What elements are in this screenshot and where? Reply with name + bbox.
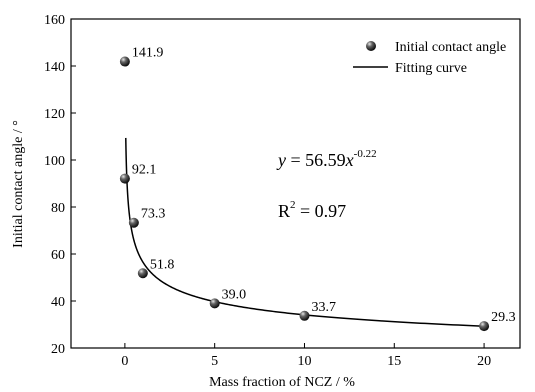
equation-annotation: y = 56.59x-0.22 <box>276 148 377 170</box>
legend-text-points: Initial contact angle <box>395 40 506 55</box>
legend-marker-icon <box>366 41 376 51</box>
y-tick-label: 120 <box>44 107 65 122</box>
y-axis-label: Initial contact angle / ° <box>11 120 26 248</box>
y-tick-label: 160 <box>44 13 65 28</box>
r-squared-annotation: R2 = 0.97 <box>278 199 346 221</box>
data-point <box>479 321 490 332</box>
data-label: 29.3 <box>491 310 515 325</box>
x-tick-label: 0 <box>121 354 128 369</box>
x-tick-label: 10 <box>297 354 311 369</box>
data-label: 51.8 <box>150 257 175 272</box>
data-labels-layer: 141.9 92.1 73.3 51.8 39.0 33.7 29.3 <box>132 46 516 326</box>
data-point <box>137 268 148 279</box>
points-layer <box>119 56 490 332</box>
data-point <box>119 56 130 67</box>
legend: Initial contact angle Fitting curve <box>353 40 506 76</box>
data-point <box>119 173 130 184</box>
data-label: 141.9 <box>132 46 164 61</box>
data-label: 33.7 <box>311 300 336 315</box>
y-tick-label: 40 <box>51 295 65 310</box>
x-tick-label: 5 <box>211 354 218 369</box>
y-tick-label: 60 <box>51 248 65 263</box>
plot-frame <box>70 18 521 349</box>
axes <box>70 18 521 349</box>
data-point <box>299 310 310 321</box>
data-label: 92.1 <box>132 163 157 178</box>
y-ticks: 20 40 60 80 100 120 140 160 <box>44 13 76 357</box>
fit-layer <box>125 137 485 327</box>
data-label: 73.3 <box>141 207 166 222</box>
x-ticks: 0 5 10 15 20 <box>121 343 491 369</box>
data-point <box>128 217 139 228</box>
y-tick-label: 80 <box>51 201 65 216</box>
data-point <box>209 298 220 309</box>
x-tick-label: 15 <box>387 354 401 369</box>
y-tick-label: 20 <box>51 342 65 357</box>
y-tick-label: 100 <box>44 154 65 169</box>
x-axis-label: Mass fraction of NCZ / % <box>209 375 355 390</box>
y-tick-label: 140 <box>44 60 65 75</box>
data-label: 39.0 <box>222 287 247 302</box>
legend-text-fit: Fitting curve <box>395 61 467 76</box>
fitting-curve-line <box>125 137 485 327</box>
x-tick-label: 20 <box>477 354 491 369</box>
